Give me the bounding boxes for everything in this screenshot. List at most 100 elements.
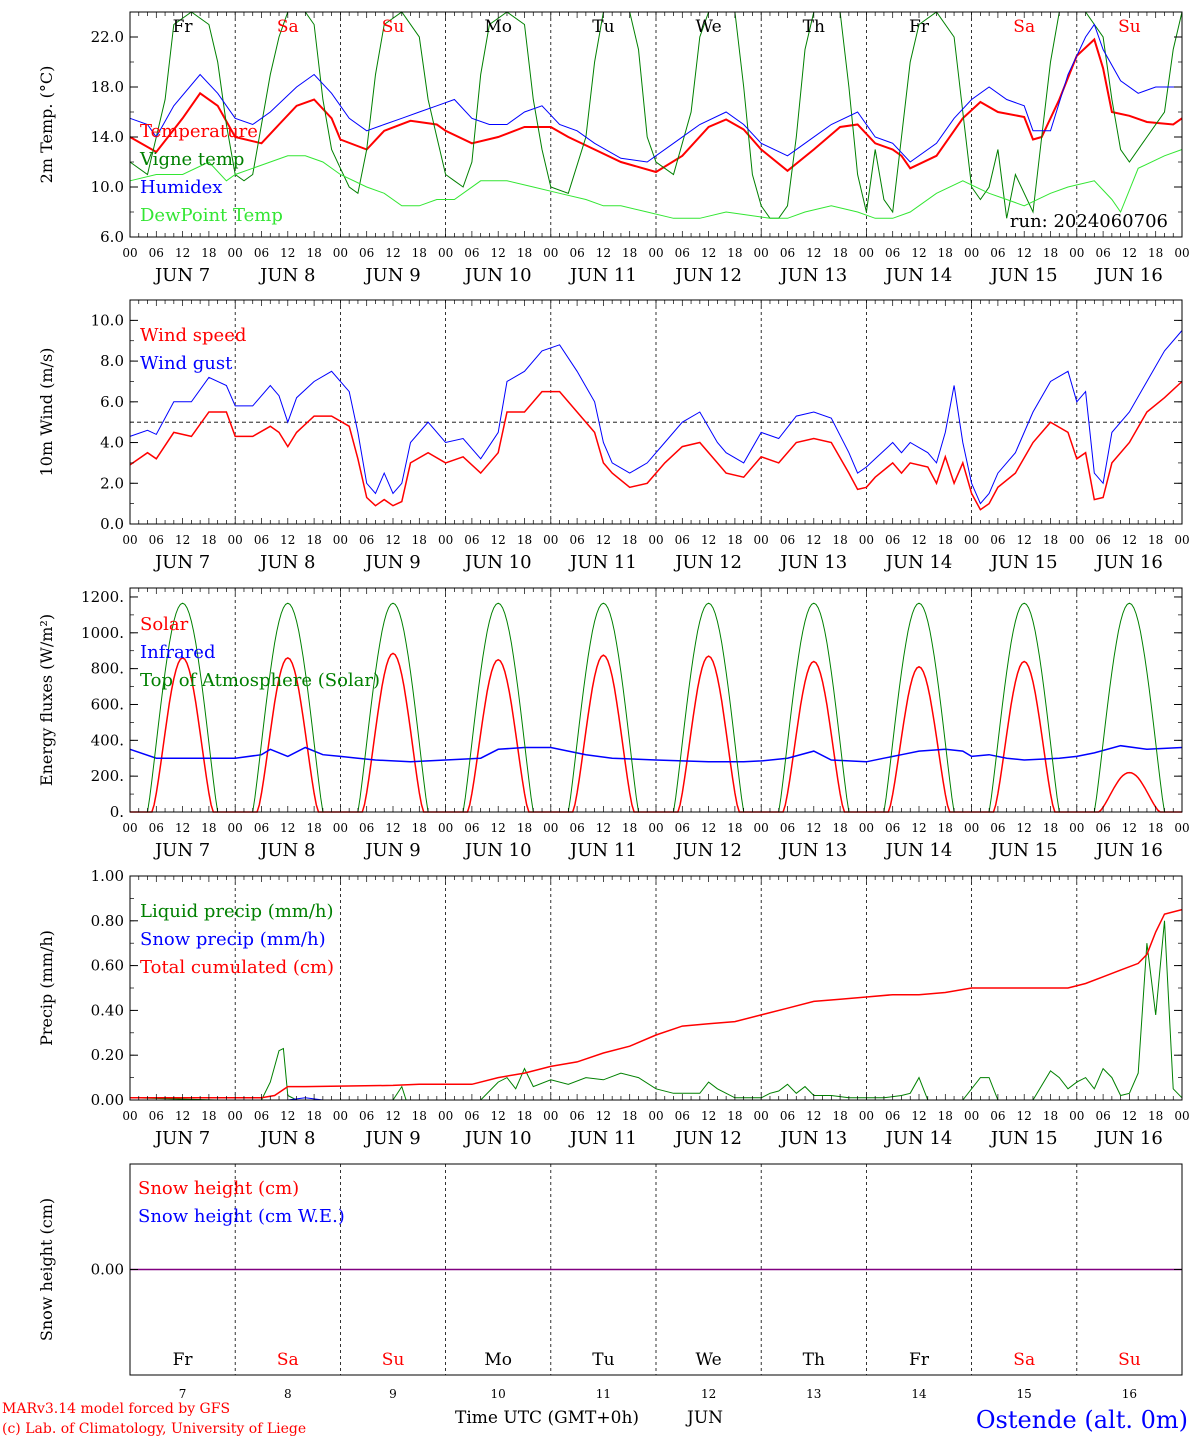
hour-tick-label: 06	[359, 821, 374, 835]
hour-tick-label: 18	[727, 246, 742, 260]
hour-tick-label: 00	[648, 821, 663, 835]
date-label: JUN 12	[673, 1128, 742, 1149]
date-label: JUN 7	[153, 265, 210, 286]
hour-tick-label: 12	[911, 821, 926, 835]
hour-tick-label: 18	[412, 533, 427, 547]
hour-tick-label: 18	[412, 1109, 427, 1123]
date-label: JUN 11	[568, 265, 637, 286]
weekday-label: Th	[803, 1350, 825, 1370]
hour-tick-label: 18	[832, 1109, 847, 1123]
day-number-label: 14	[911, 1387, 927, 1401]
y-tick-label: 200.	[91, 767, 124, 785]
legend-entry: Liquid precip (mm/h)	[140, 901, 334, 922]
date-label: JUN 16	[1094, 265, 1163, 286]
hour-tick-label: 06	[675, 821, 690, 835]
legend-entry: Snow precip (mm/h)	[140, 929, 326, 950]
hour-tick-label: 00	[122, 1109, 137, 1123]
y-axis-label: 10m Wind (m/s)	[37, 348, 56, 477]
hour-tick-label: 18	[938, 1109, 953, 1123]
hour-tick-label: 00	[1069, 246, 1084, 260]
hour-tick-label: 06	[569, 533, 584, 547]
hour-tick-label: 06	[149, 246, 164, 260]
hour-tick-label: 12	[175, 246, 190, 260]
hour-tick-label: 06	[885, 821, 900, 835]
hour-tick-label: 00	[543, 246, 558, 260]
hour-tick-label: 12	[701, 246, 716, 260]
hour-tick-label: 06	[675, 533, 690, 547]
date-label: JUN 10	[463, 840, 532, 861]
y-tick-label: 0.80	[91, 912, 124, 930]
hour-tick-label: 06	[149, 533, 164, 547]
y-axis-label: Precip (mm/h)	[37, 930, 56, 1046]
y-tick-label: 6.0	[100, 393, 124, 411]
date-label: JUN 8	[258, 840, 315, 861]
day-number-label: 7	[179, 1387, 187, 1401]
y-tick-label: 0.	[110, 803, 124, 821]
series-line-vigne-temp	[129, 11, 1183, 219]
hour-tick-label: 00	[228, 533, 243, 547]
hour-tick-label: 00	[964, 821, 979, 835]
time-axis-label: Time UTC (GMT+0h)	[455, 1408, 639, 1428]
hour-tick-label: 06	[254, 533, 269, 547]
y-tick-label: 1000.	[81, 624, 124, 642]
weekday-label: Fr	[909, 17, 930, 37]
day-number-label: 10	[491, 1387, 506, 1401]
hour-tick-label: 18	[306, 821, 321, 835]
hour-tick-label: 12	[596, 246, 611, 260]
hour-tick-label: 00	[438, 533, 453, 547]
hour-tick-label: 00	[543, 821, 558, 835]
date-label: JUN 8	[258, 1128, 315, 1149]
weekday-label: We	[696, 1350, 722, 1370]
hour-tick-label: 12	[701, 533, 716, 547]
hour-tick-label: 12	[175, 1109, 190, 1123]
hour-tick-label: 18	[517, 1109, 532, 1123]
y-tick-label: 4.0	[100, 434, 124, 452]
hour-tick-label: 12	[280, 821, 295, 835]
hour-tick-label: 12	[175, 821, 190, 835]
hour-tick-label: 18	[622, 533, 637, 547]
legend-entry: Total cumulated (cm)	[140, 957, 334, 978]
weekday-label: Sa	[277, 17, 299, 37]
date-label: JUN 14	[884, 552, 953, 573]
date-label: JUN 15	[989, 265, 1058, 286]
date-label: JUN 9	[363, 1128, 420, 1149]
hour-tick-label: 00	[122, 821, 137, 835]
hour-tick-label: 18	[1148, 821, 1163, 835]
hour-tick-label: 00	[1174, 533, 1189, 547]
weekday-label: Su	[1118, 17, 1141, 37]
hour-tick-label: 18	[517, 821, 532, 835]
chart-panel-3: 0. 200. 400. 600. 800. 1000. 1200. Energy fluxe…	[37, 587, 1190, 861]
hour-tick-label: 00	[754, 246, 769, 260]
plot-frame	[129, 299, 1183, 525]
hour-tick-label: 12	[596, 821, 611, 835]
hour-tick-label: 06	[885, 246, 900, 260]
hour-tick-label: 12	[596, 533, 611, 547]
hour-tick-label: 06	[464, 533, 479, 547]
hour-tick-label: 00	[228, 246, 243, 260]
y-tick-label: 0.60	[91, 957, 124, 975]
legend-entry: Humidex	[140, 177, 222, 198]
hour-tick-label: 06	[990, 1109, 1005, 1123]
hour-tick-label: 06	[1095, 821, 1110, 835]
legend-entry: Wind speed	[140, 325, 246, 346]
hour-tick-label: 18	[1043, 821, 1058, 835]
hour-tick-label: 12	[1017, 1109, 1032, 1123]
hour-tick-label: 18	[517, 246, 532, 260]
legend-entry: Solar	[140, 614, 189, 635]
hour-tick-label: 18	[201, 533, 216, 547]
hour-tick-label: 06	[1095, 533, 1110, 547]
hour-tick-label: 18	[1043, 533, 1058, 547]
hour-tick-label: 12	[280, 1109, 295, 1123]
y-tick-label: 400.	[91, 731, 124, 749]
date-label: JUN 14	[884, 840, 953, 861]
legend-entry: Vigne temp	[139, 149, 244, 170]
hour-tick-label: 18	[1148, 246, 1163, 260]
date-label: JUN 10	[463, 552, 532, 573]
plot-frame	[129, 587, 1183, 813]
weekday-label: Sa	[277, 1350, 299, 1370]
hour-tick-label: 12	[1122, 821, 1137, 835]
date-label: JUN 13	[778, 840, 847, 861]
hour-tick-label: 12	[385, 246, 400, 260]
hour-tick-label: 12	[806, 1109, 821, 1123]
date-label: JUN 16	[1094, 552, 1163, 573]
